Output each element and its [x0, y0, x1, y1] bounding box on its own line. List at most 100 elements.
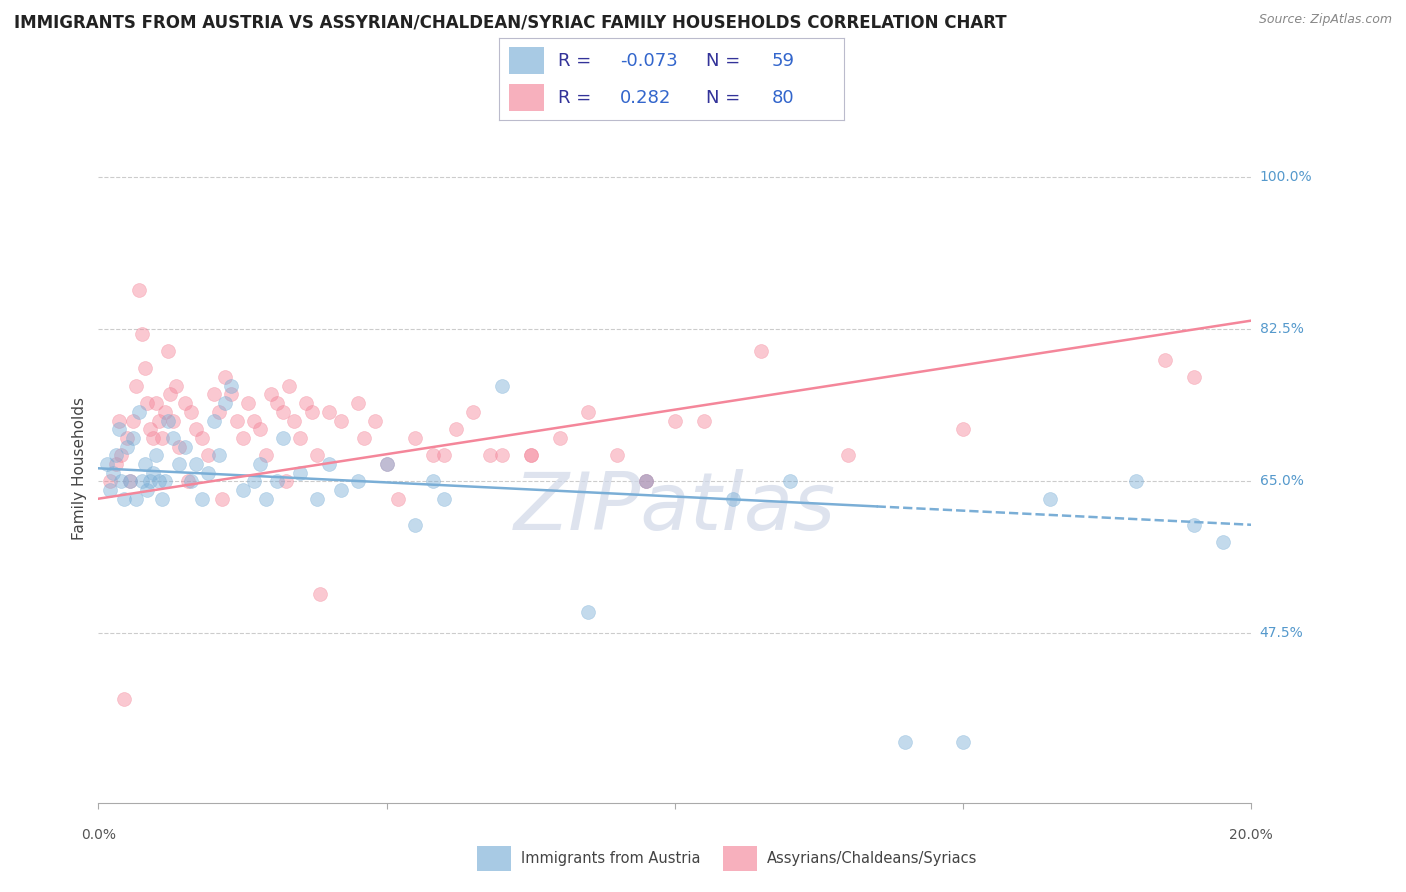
Point	[148, 475, 170, 489]
Point	[548, 431, 571, 445]
Point	[219, 378, 242, 392]
Point	[122, 413, 145, 427]
Point	[1182, 370, 1205, 384]
Point	[98, 483, 121, 497]
Point	[145, 396, 167, 410]
Point	[307, 448, 329, 462]
Point	[202, 387, 225, 401]
Point	[208, 405, 231, 419]
Point	[145, 448, 167, 462]
Point	[433, 448, 456, 462]
Point	[307, 491, 329, 506]
Point	[117, 431, 138, 445]
Point	[125, 378, 148, 392]
Point	[167, 457, 190, 471]
Text: 0.0%: 0.0%	[82, 828, 115, 842]
Point	[266, 475, 288, 489]
Point	[346, 475, 368, 489]
Text: -0.073: -0.073	[620, 52, 678, 70]
Point	[952, 735, 974, 749]
Point	[405, 431, 427, 445]
Point	[174, 396, 197, 410]
Point	[177, 475, 200, 489]
Point	[779, 475, 801, 489]
Point	[110, 475, 132, 489]
Point	[290, 431, 312, 445]
Point	[721, 491, 744, 506]
Text: IMMIGRANTS FROM AUSTRIA VS ASSYRIAN/CHALDEAN/SYRIAC FAMILY HOUSEHOLDS CORRELATIO: IMMIGRANTS FROM AUSTRIA VS ASSYRIAN/CHAL…	[14, 13, 1007, 31]
Point	[104, 457, 127, 471]
Point	[576, 405, 599, 419]
Point	[107, 422, 129, 436]
Point	[134, 361, 156, 376]
Point	[142, 466, 165, 480]
Point	[271, 405, 294, 419]
Point	[98, 475, 121, 489]
Point	[387, 491, 409, 506]
Text: N =: N =	[706, 89, 745, 107]
Point	[491, 378, 513, 392]
Point	[165, 378, 187, 392]
Point	[208, 448, 231, 462]
Point	[405, 517, 427, 532]
Point	[139, 475, 162, 489]
Text: 100.0%: 100.0%	[1260, 170, 1312, 185]
Text: Immigrants from Austria: Immigrants from Austria	[520, 851, 700, 866]
Point	[309, 587, 332, 601]
Point	[148, 413, 170, 427]
Point	[375, 457, 398, 471]
Point	[136, 483, 159, 497]
Point	[150, 431, 173, 445]
Point	[156, 413, 179, 427]
Point	[110, 448, 132, 462]
Point	[197, 448, 219, 462]
Text: ZIPatlas: ZIPatlas	[513, 469, 837, 548]
Text: N =: N =	[706, 52, 745, 70]
Point	[167, 440, 190, 454]
Point	[156, 344, 179, 359]
Text: R =: R =	[558, 52, 596, 70]
Point	[128, 283, 150, 297]
Point	[117, 440, 138, 454]
Point	[134, 457, 156, 471]
Point	[136, 396, 159, 410]
Point	[576, 605, 599, 619]
Point	[260, 387, 283, 401]
Point	[214, 370, 236, 384]
Point	[318, 457, 340, 471]
Text: 82.5%: 82.5%	[1260, 322, 1303, 336]
Point	[422, 475, 444, 489]
Y-axis label: Family Households: Family Households	[72, 397, 87, 540]
Point	[283, 413, 305, 427]
Point	[104, 448, 127, 462]
Point	[295, 396, 318, 410]
Text: 47.5%: 47.5%	[1260, 626, 1303, 640]
Text: 59: 59	[772, 52, 794, 70]
Point	[186, 422, 208, 436]
Bar	[477, 847, 512, 871]
Point	[162, 431, 184, 445]
Point	[131, 475, 153, 489]
Point	[301, 405, 323, 419]
Text: 20.0%: 20.0%	[1229, 828, 1274, 842]
Point	[1153, 352, 1175, 367]
Text: 65.0%: 65.0%	[1260, 475, 1303, 488]
Point	[606, 448, 628, 462]
Point	[461, 405, 484, 419]
Point	[1212, 535, 1234, 549]
Point	[952, 422, 974, 436]
Point	[162, 413, 184, 427]
Text: Source: ZipAtlas.com: Source: ZipAtlas.com	[1258, 13, 1392, 27]
Point	[249, 422, 271, 436]
Point	[153, 475, 176, 489]
Point	[444, 422, 467, 436]
Point	[751, 344, 773, 359]
Point	[186, 457, 208, 471]
Point	[290, 466, 312, 480]
Point	[142, 431, 165, 445]
Point	[180, 405, 202, 419]
Point	[107, 413, 129, 427]
Point	[664, 413, 686, 427]
Point	[433, 491, 456, 506]
Point	[139, 422, 162, 436]
